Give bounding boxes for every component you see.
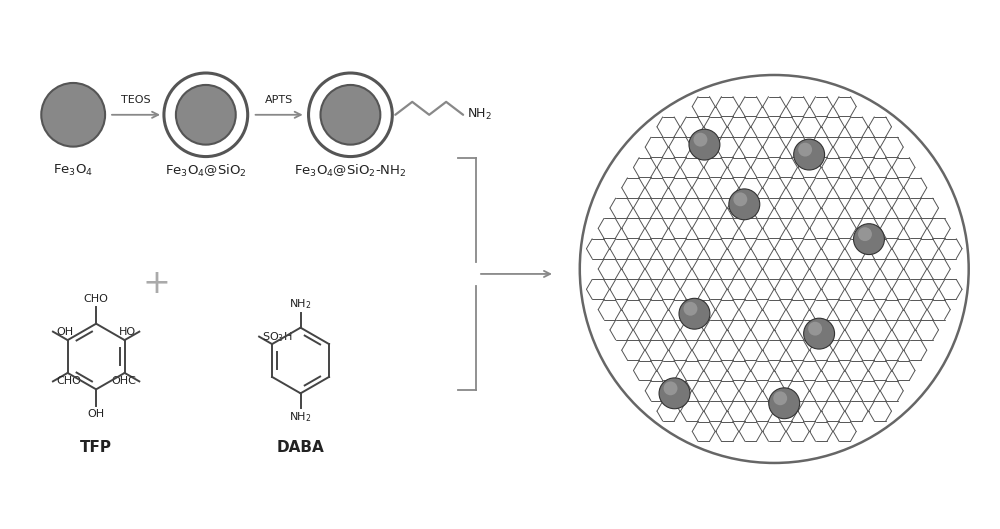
Text: Fe$_3$O$_4$@SiO$_2$: Fe$_3$O$_4$@SiO$_2$ [165,162,247,179]
Circle shape [684,302,697,316]
Circle shape [794,139,825,170]
Text: SO$_3$H: SO$_3$H [262,330,293,343]
Circle shape [808,322,822,335]
Text: APTS: APTS [264,95,293,105]
Circle shape [689,129,720,160]
Circle shape [664,381,677,395]
Text: NH$_2$: NH$_2$ [467,107,492,122]
Text: TFP: TFP [80,440,112,455]
Circle shape [733,193,747,206]
Circle shape [176,85,236,144]
Circle shape [321,85,380,144]
Text: Fe$_3$O$_4$: Fe$_3$O$_4$ [53,162,93,178]
Text: CHO: CHO [84,294,109,304]
Circle shape [693,133,707,147]
Circle shape [798,143,812,157]
Circle shape [580,75,969,463]
Text: NH$_2$: NH$_2$ [289,410,312,424]
Circle shape [729,189,760,220]
Circle shape [769,388,800,418]
Text: +: + [142,267,170,300]
Text: Fe$_3$O$_4$@SiO$_2$-NH$_2$: Fe$_3$O$_4$@SiO$_2$-NH$_2$ [294,162,407,179]
Text: TEOS: TEOS [121,95,151,105]
Text: HO: HO [119,326,136,336]
Text: DABA: DABA [277,440,324,455]
Circle shape [858,227,872,241]
Circle shape [773,391,787,405]
Text: NH$_2$: NH$_2$ [289,297,312,311]
Circle shape [854,224,884,254]
Text: OH: OH [56,326,73,336]
Text: OHC: OHC [111,376,136,386]
Circle shape [659,378,690,409]
Circle shape [309,73,392,157]
Circle shape [41,83,105,147]
Circle shape [679,298,710,329]
Circle shape [164,73,248,157]
Circle shape [804,318,835,349]
Text: CHO: CHO [56,376,81,386]
Text: OH: OH [88,409,105,419]
